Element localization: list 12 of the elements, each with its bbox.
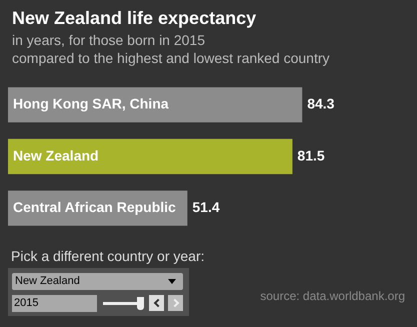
y-tick-label: Hong Kong SAR, China xyxy=(13,96,169,112)
text: Pick a different country or year: xyxy=(11,248,204,264)
chart-title: New Zealand life expectancy xyxy=(12,8,256,29)
y-tick-label: Central African Republic xyxy=(13,199,176,216)
chart-subtitle: in years, for those born in 2015 compared to the highest and lowest ranked country xyxy=(12,31,330,67)
data-label: 81.5 xyxy=(297,147,325,164)
data-label: 84.3 xyxy=(307,96,335,112)
year-field: 2015 xyxy=(12,295,97,312)
y-tick-label: New Zealand xyxy=(13,147,99,164)
data-label: 51.4 xyxy=(192,199,220,216)
source-note: source: data.worldbank.org xyxy=(260,289,405,303)
dropdown-field: New Zealand xyxy=(12,273,183,290)
